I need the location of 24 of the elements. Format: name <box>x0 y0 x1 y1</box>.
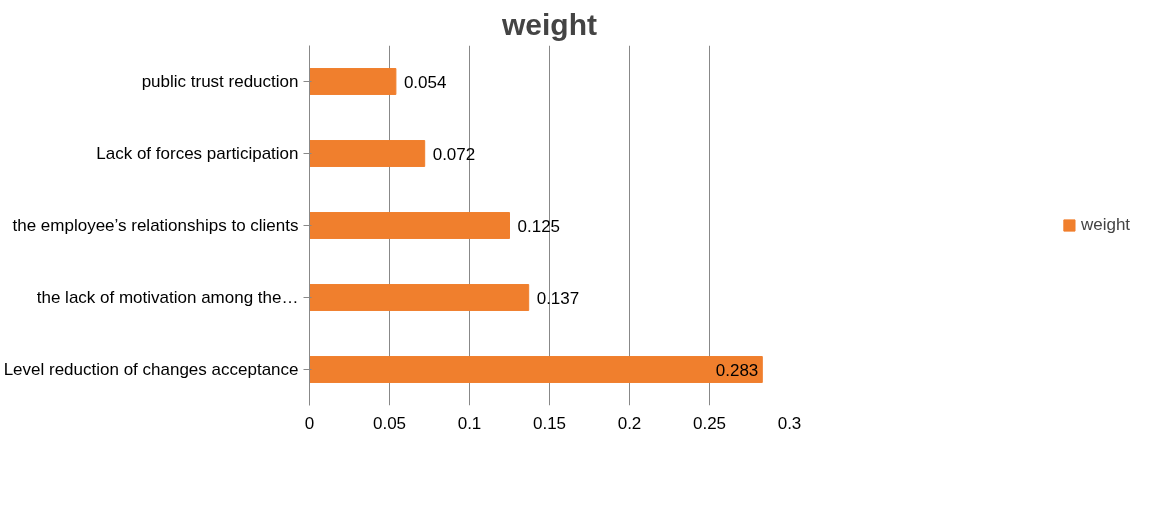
y-tick-label: the lack of motivation among the… <box>36 288 299 307</box>
x-tick-label: 0.3 <box>777 413 802 433</box>
x-tick-label: 0.05 <box>372 413 407 433</box>
bar <box>309 284 530 311</box>
y-tick-label: Lack of forces participation <box>96 144 299 163</box>
y-tick-label: Level reduction of changes acceptance <box>3 360 299 379</box>
data-label: 0.125 <box>517 216 561 236</box>
data-label: 0.054 <box>403 72 447 92</box>
x-tick-label: 0.25 <box>692 413 727 433</box>
x-tick-label: 0.15 <box>532 413 567 433</box>
x-tick-label: 0.1 <box>457 413 482 433</box>
data-label: 0.283 <box>715 360 759 380</box>
y-tick-label: the employee’s relationships to clients <box>12 216 299 235</box>
x-tick-label: 0 <box>304 413 315 433</box>
x-tick-label: 0.2 <box>617 413 642 433</box>
legend-label: weight <box>1080 215 1131 235</box>
chart-title: weight <box>501 7 598 41</box>
bar <box>309 356 763 383</box>
bar <box>309 68 397 95</box>
data-label: 0.072 <box>432 144 476 164</box>
bar <box>309 212 510 239</box>
bar <box>309 140 426 167</box>
data-label: 0.137 <box>536 288 580 308</box>
y-tick-label: public trust reduction <box>141 72 299 91</box>
